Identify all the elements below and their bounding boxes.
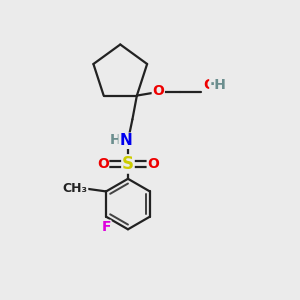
Text: O: O: [152, 84, 164, 98]
Text: N: N: [119, 133, 132, 148]
Text: O: O: [203, 79, 215, 92]
Text: H: H: [110, 133, 121, 147]
Text: O: O: [97, 157, 109, 171]
Text: ·H: ·H: [210, 79, 227, 92]
Text: F: F: [101, 220, 111, 234]
Text: CH₃: CH₃: [63, 182, 88, 195]
Text: S: S: [122, 155, 134, 173]
Text: O: O: [147, 157, 159, 171]
